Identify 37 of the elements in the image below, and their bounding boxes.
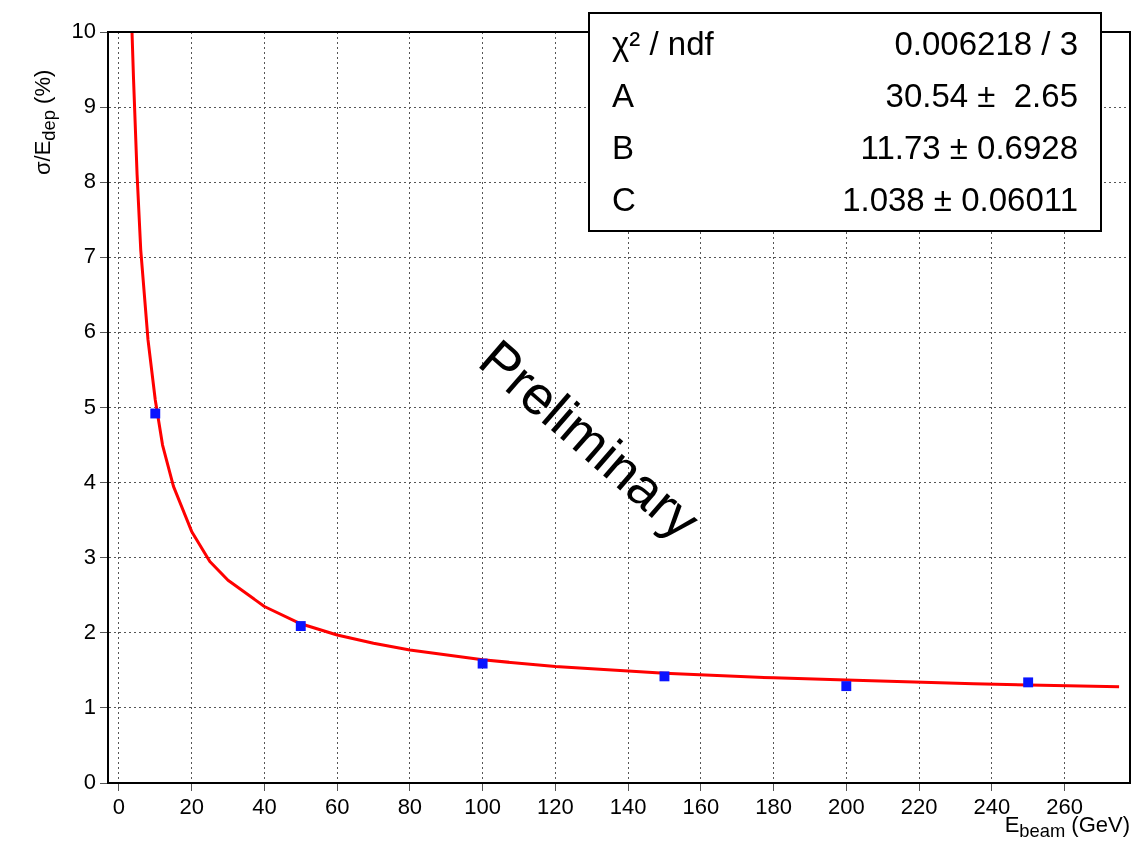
x-tick-label: 40: [252, 794, 277, 820]
annotation: χ² / ndf: [612, 24, 714, 64]
x-tick-label: 160: [682, 794, 720, 820]
annotation: B: [612, 128, 635, 168]
y-tick-label: 8: [83, 168, 96, 194]
annotation: A: [612, 76, 635, 116]
point: [659, 671, 670, 682]
x-tick-label: 140: [609, 794, 647, 820]
x-tick-label: 220: [900, 794, 938, 820]
point: [1023, 677, 1034, 688]
x-tick-label: 120: [536, 794, 574, 820]
y-tick-label: 7: [83, 243, 96, 269]
x-tick-label: 60: [324, 794, 350, 820]
y-tick-label: 5: [83, 393, 96, 419]
point: [477, 658, 488, 669]
point: [295, 621, 306, 631]
point: [150, 408, 161, 419]
y-tick-label: 0: [83, 769, 96, 795]
annotation: 30.54 ± 2.65: [885, 76, 1078, 116]
point: [841, 681, 852, 692]
x-tick-label: 80: [397, 794, 423, 820]
y-tick-label: 1: [83, 693, 96, 719]
x-tick-label: 0: [112, 794, 126, 820]
x-tick-label: 100: [464, 794, 501, 820]
annotation: 1.038 ± 0.06011: [842, 180, 1078, 220]
y-tick-label: 10: [71, 18, 96, 44]
annotation: C: [612, 180, 636, 220]
x-tick-label: 20: [179, 794, 204, 820]
annotation: 11.73 ± 0.6928: [860, 128, 1078, 168]
y-tick-label: 2: [83, 618, 96, 644]
y-tick-label: 3: [83, 543, 96, 569]
y-tick-label: 6: [83, 318, 96, 344]
annotation: 0.006218 / 3: [894, 24, 1078, 64]
y-tick-label: 4: [83, 468, 96, 494]
x-tick-label: 200: [827, 794, 865, 820]
y-tick-label: 9: [83, 93, 96, 119]
x-tick-label: 180: [755, 794, 792, 820]
